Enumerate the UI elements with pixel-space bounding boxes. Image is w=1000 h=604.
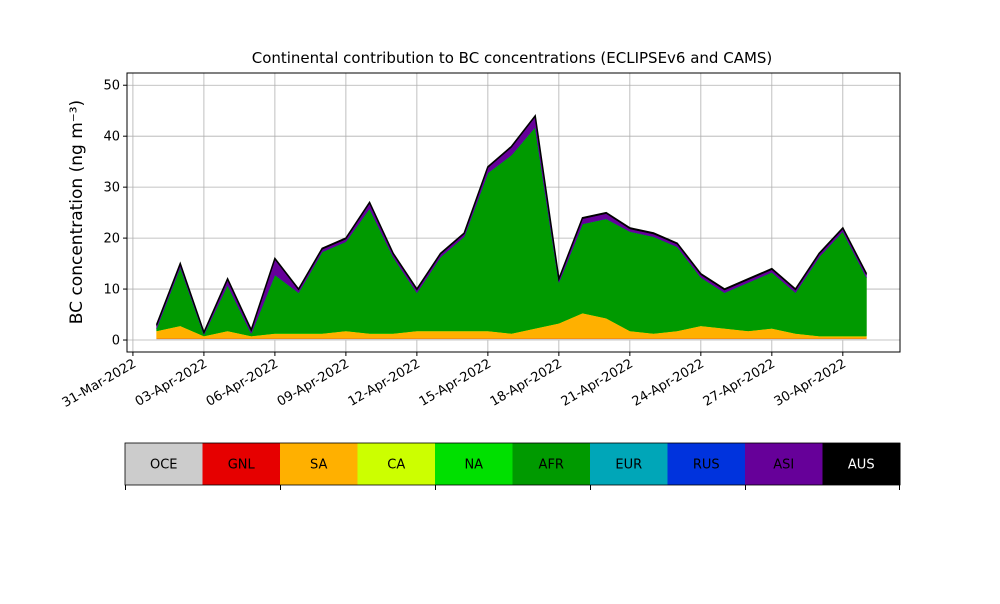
colorbar-legend: OCE GNL SA CA NA AFR EUR RUS ASI AUS bbox=[124, 442, 901, 486]
legend-label: AFR bbox=[539, 458, 564, 473]
y-tick-label: 0 bbox=[112, 334, 120, 349]
legend-swatch bbox=[745, 443, 823, 485]
legend-swatch bbox=[357, 443, 436, 485]
y-tick-label: 20 bbox=[103, 232, 120, 247]
legend-label: NA bbox=[464, 458, 483, 473]
y-tick-label: 30 bbox=[103, 181, 120, 196]
legend-label: GNL bbox=[228, 458, 256, 473]
legend-swatch bbox=[822, 443, 901, 485]
y-axis-label: BC concentration (ng m⁻³) bbox=[67, 100, 87, 324]
legend-label: RUS bbox=[693, 458, 720, 473]
y-tick-label: 50 bbox=[103, 79, 120, 94]
legend-swatch bbox=[512, 443, 591, 485]
legend-label: CA bbox=[387, 458, 405, 473]
legend-label: OCE bbox=[150, 458, 178, 473]
colorbar-ticks bbox=[125, 485, 900, 490]
chart-title: Continental contribution to BC concentra… bbox=[252, 49, 773, 67]
y-tick-label: 40 bbox=[103, 130, 120, 145]
legend-swatch bbox=[202, 443, 281, 485]
legend-label: ASI bbox=[773, 458, 794, 473]
legend-swatch bbox=[280, 443, 358, 485]
legend-swatch bbox=[667, 443, 746, 485]
legend-label: EUR bbox=[615, 458, 642, 473]
legend-swatch bbox=[435, 443, 513, 485]
axes-frame bbox=[126, 72, 901, 353]
legend-label: SA bbox=[310, 458, 327, 473]
legend-swatch bbox=[590, 443, 668, 485]
legend-frame bbox=[124, 442, 901, 486]
legend-swatch bbox=[125, 443, 203, 485]
top-outline bbox=[155, 113, 868, 335]
legend-label: AUS bbox=[848, 458, 875, 473]
y-tick-label: 10 bbox=[103, 283, 120, 298]
